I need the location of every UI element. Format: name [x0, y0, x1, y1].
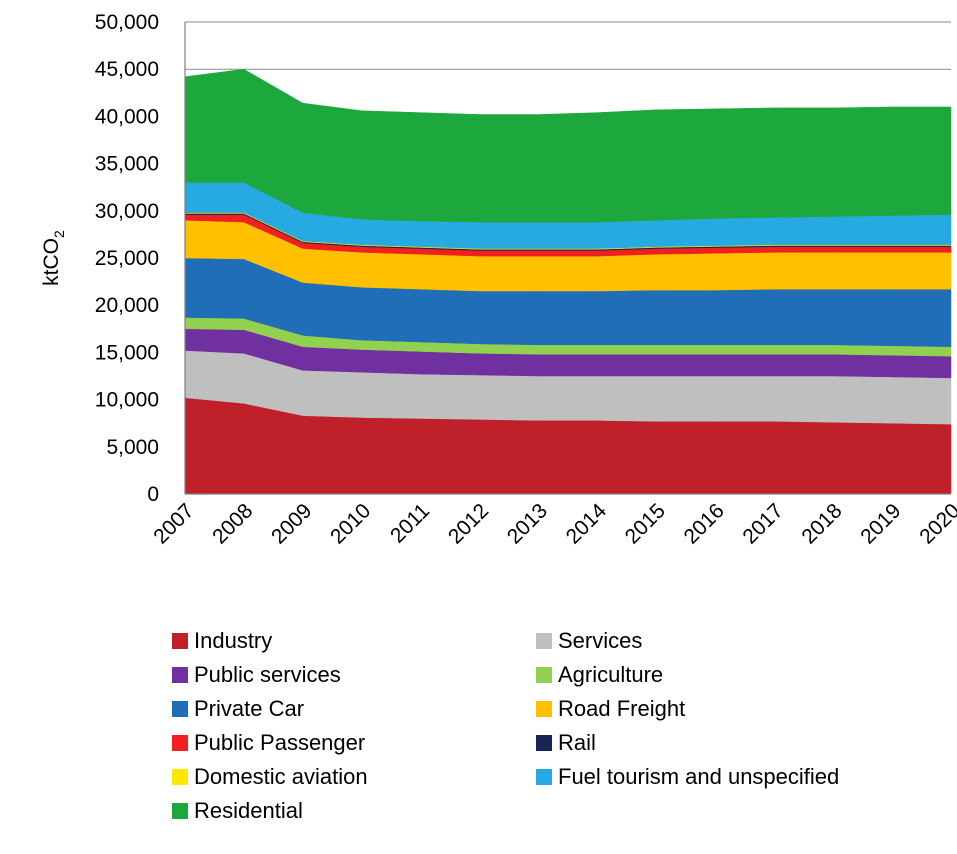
legend-swatch — [536, 633, 552, 649]
chart: 0 5,000 10,000 15,000 20,000 25,000 30,000 35,0… — [40, 11, 957, 549]
legend-label: Services — [558, 628, 643, 653]
legend-item: Private Car — [172, 696, 304, 722]
legend-label: Agriculture — [558, 662, 664, 687]
legend-swatch — [536, 701, 552, 717]
legend-item: Domestic aviation — [172, 764, 368, 790]
y-tick-label: 45,000 — [95, 58, 159, 81]
legend-label: Rail — [558, 730, 596, 755]
y-axis-label: ktCO2 — [40, 230, 67, 286]
legend-label: Residential — [194, 798, 303, 823]
x-tick-label: 2011 — [386, 499, 434, 547]
legend-item: Rail — [536, 730, 596, 756]
legend-swatch — [172, 735, 188, 751]
y-tick-label: 50,000 — [95, 11, 159, 34]
y-tick-label: 35,000 — [95, 153, 159, 176]
y-tick-label: 30,000 — [95, 200, 159, 223]
x-tick-label: 2015 — [621, 499, 670, 548]
y-tick-label: 40,000 — [95, 105, 159, 128]
legend-label: Public services — [194, 662, 341, 687]
legend-item: Agriculture — [536, 662, 663, 688]
legend-label: Public Passenger — [194, 730, 366, 755]
legend-item: Road Freight — [536, 696, 685, 722]
x-tick-label: 2014 — [562, 499, 612, 549]
y-axis-label-subscript: 2 — [51, 230, 67, 238]
legend-swatch — [172, 803, 188, 819]
y-tick-label: 15,000 — [95, 341, 159, 364]
area-series — [184, 68, 952, 495]
y-axis-label-main: ktCO — [40, 238, 63, 286]
x-tick-label: 2010 — [326, 499, 375, 548]
x-tick-label: 2017 — [738, 499, 787, 548]
y-tick-label: 5,000 — [106, 436, 159, 459]
y-tick-label: 10,000 — [95, 389, 159, 412]
x-tick-label: 2020 — [915, 499, 957, 548]
legend-item: Residential — [172, 798, 303, 824]
legend-swatch — [536, 667, 552, 683]
area-residential — [184, 68, 952, 223]
x-tick-label: 2009 — [267, 499, 316, 548]
x-tick-label: 2019 — [856, 499, 905, 548]
y-tick-label: 20,000 — [95, 294, 159, 317]
legend-item: Fuel tourism and unspecified — [536, 764, 839, 790]
legend-item: Public Passenger — [172, 730, 365, 756]
legend-label: Domestic aviation — [194, 764, 368, 789]
legend-label: Private Car — [194, 696, 305, 721]
legend-swatch — [536, 769, 552, 785]
legend-swatch — [172, 667, 188, 683]
x-tick-label: 2016 — [680, 499, 729, 548]
legend-swatch — [172, 633, 188, 649]
legend-label: Industry — [194, 628, 273, 653]
x-tick-label: 2007 — [149, 499, 198, 548]
y-tick-label: 0 — [147, 483, 159, 506]
legend-swatch — [172, 769, 188, 785]
x-tick-labels: 2007 2008 2009 2010 2011 2012 2013 2014 2015 2016… — [149, 499, 957, 549]
legend-label: Fuel tourism and unspecified — [558, 764, 840, 789]
x-tick-label: 2008 — [208, 499, 257, 548]
x-tick-label: 2013 — [503, 499, 552, 548]
y-tick-label: 25,000 — [95, 247, 159, 270]
x-tick-label: 2012 — [444, 499, 493, 548]
y-tick-labels: 0 5,000 10,000 15,000 20,000 25,000 30,000 35,0… — [95, 11, 159, 506]
legend-swatch — [172, 701, 188, 717]
legend-item: Industry — [172, 628, 272, 654]
legend-label: Road Freight — [558, 696, 686, 721]
legend-swatch — [536, 735, 552, 751]
axes — [184, 22, 951, 495]
legend-item: Services — [536, 628, 642, 654]
x-tick-label: 2018 — [797, 499, 846, 548]
legend-item: Public services — [172, 662, 341, 688]
